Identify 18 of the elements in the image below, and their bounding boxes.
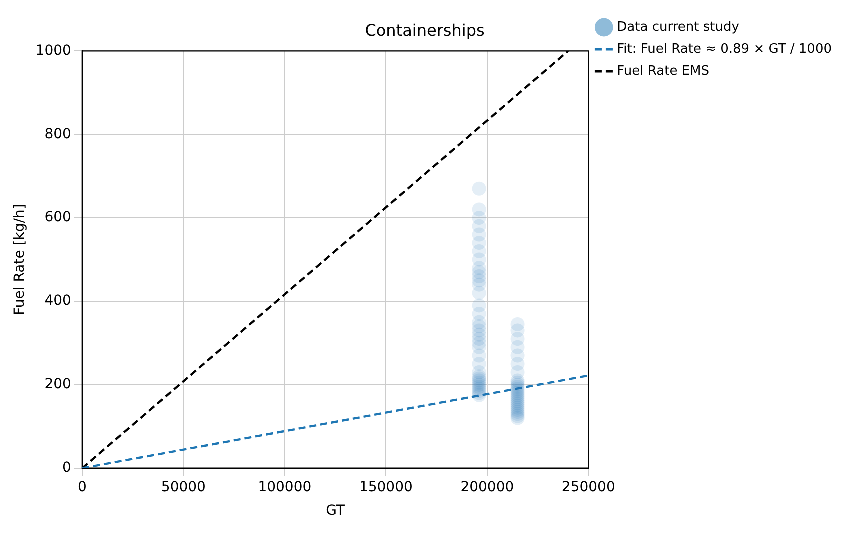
x-axis-title: GT [326, 503, 346, 520]
legend-label: Fit: Fuel Rate ≈ 0.89 × GT / 1000 [617, 42, 832, 57]
x-tick-label: 250000 [562, 479, 616, 496]
y-tick-label: 800 [44, 126, 72, 142]
x-tick-label: 0 [78, 479, 87, 496]
x-tick-label: 100000 [258, 479, 312, 496]
legend-label: Fuel Rate EMS [617, 64, 710, 79]
y-tick-label: 200 [44, 376, 72, 393]
y-tick-label: 600 [44, 210, 72, 226]
x-tick-label: 150000 [359, 479, 413, 496]
x-tick-label: 200000 [460, 479, 514, 496]
x-tick-label: 50000 [161, 479, 206, 496]
y-axis-title: Fuel Rate [kg/h] [12, 204, 28, 316]
y-tick-label: 0 [62, 460, 72, 476]
y-tick-label: 1000 [36, 42, 72, 59]
legend-label: Data current study [617, 20, 740, 35]
chart-title: Containerships [365, 20, 485, 40]
y-tick-label: 400 [44, 293, 72, 310]
